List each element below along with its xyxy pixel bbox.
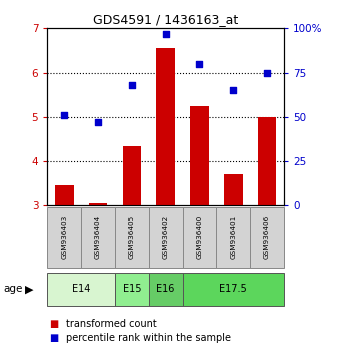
Point xyxy=(197,61,202,67)
Text: GSM936403: GSM936403 xyxy=(61,215,67,259)
Point xyxy=(231,87,236,93)
FancyBboxPatch shape xyxy=(216,207,250,268)
Point xyxy=(163,31,168,36)
Text: GSM936406: GSM936406 xyxy=(264,215,270,259)
Text: GSM936404: GSM936404 xyxy=(95,215,101,259)
Text: E14: E14 xyxy=(72,284,90,295)
Text: GSM936402: GSM936402 xyxy=(163,215,169,259)
FancyBboxPatch shape xyxy=(149,207,183,268)
Text: GSM936400: GSM936400 xyxy=(196,215,202,259)
Text: percentile rank within the sample: percentile rank within the sample xyxy=(66,333,231,343)
Point xyxy=(264,70,270,75)
Text: GSM936405: GSM936405 xyxy=(129,215,135,259)
Point xyxy=(95,119,101,125)
FancyBboxPatch shape xyxy=(47,207,81,268)
FancyBboxPatch shape xyxy=(115,273,149,306)
FancyBboxPatch shape xyxy=(250,207,284,268)
FancyBboxPatch shape xyxy=(115,207,149,268)
Text: transformed count: transformed count xyxy=(66,319,156,329)
Point xyxy=(62,112,67,118)
Bar xyxy=(258,117,276,205)
Bar xyxy=(55,185,74,205)
Text: E15: E15 xyxy=(123,284,141,295)
Bar xyxy=(123,145,141,205)
Point xyxy=(129,82,135,88)
FancyBboxPatch shape xyxy=(47,273,115,306)
Text: ▶: ▶ xyxy=(24,284,33,295)
Text: ■: ■ xyxy=(49,333,58,343)
Text: E17.5: E17.5 xyxy=(219,284,247,295)
FancyBboxPatch shape xyxy=(149,273,183,306)
Title: GDS4591 / 1436163_at: GDS4591 / 1436163_at xyxy=(93,13,238,26)
Bar xyxy=(224,175,243,205)
Bar xyxy=(190,106,209,205)
Bar xyxy=(89,203,107,205)
Bar xyxy=(156,48,175,205)
Text: GSM936401: GSM936401 xyxy=(230,215,236,259)
Text: E16: E16 xyxy=(156,284,175,295)
FancyBboxPatch shape xyxy=(183,273,284,306)
FancyBboxPatch shape xyxy=(81,207,115,268)
Text: age: age xyxy=(3,284,23,295)
Text: ■: ■ xyxy=(49,319,58,329)
FancyBboxPatch shape xyxy=(183,207,216,268)
